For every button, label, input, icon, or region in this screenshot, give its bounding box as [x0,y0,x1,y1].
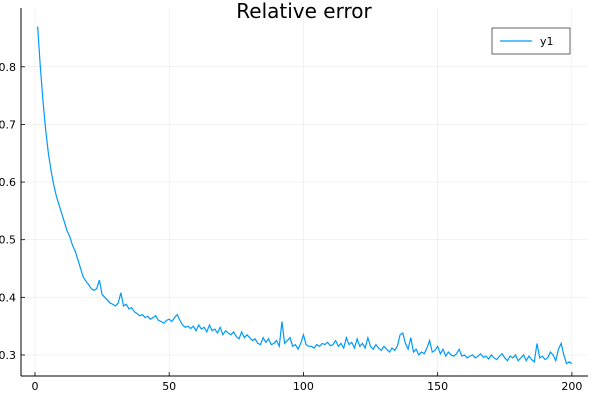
x-tick-label: 100 [293,380,314,393]
x-tick-label: 50 [162,380,176,393]
x-tick-label: 200 [561,380,582,393]
x-tick-label: 0 [31,380,38,393]
x-tick-label: 150 [427,380,448,393]
legend-label: y1 [540,35,554,48]
y-tick-label: 0.8 [0,61,16,74]
y-tick-label: 0.4 [0,291,16,304]
chart-title: Relative error [236,0,372,23]
y-tick-label: 0.7 [0,118,16,131]
data-line [37,26,573,365]
y-tick-label: 0.6 [0,176,16,189]
y-tick-label: 0.5 [0,234,16,247]
y-tick-label: 0.3 [0,349,16,362]
